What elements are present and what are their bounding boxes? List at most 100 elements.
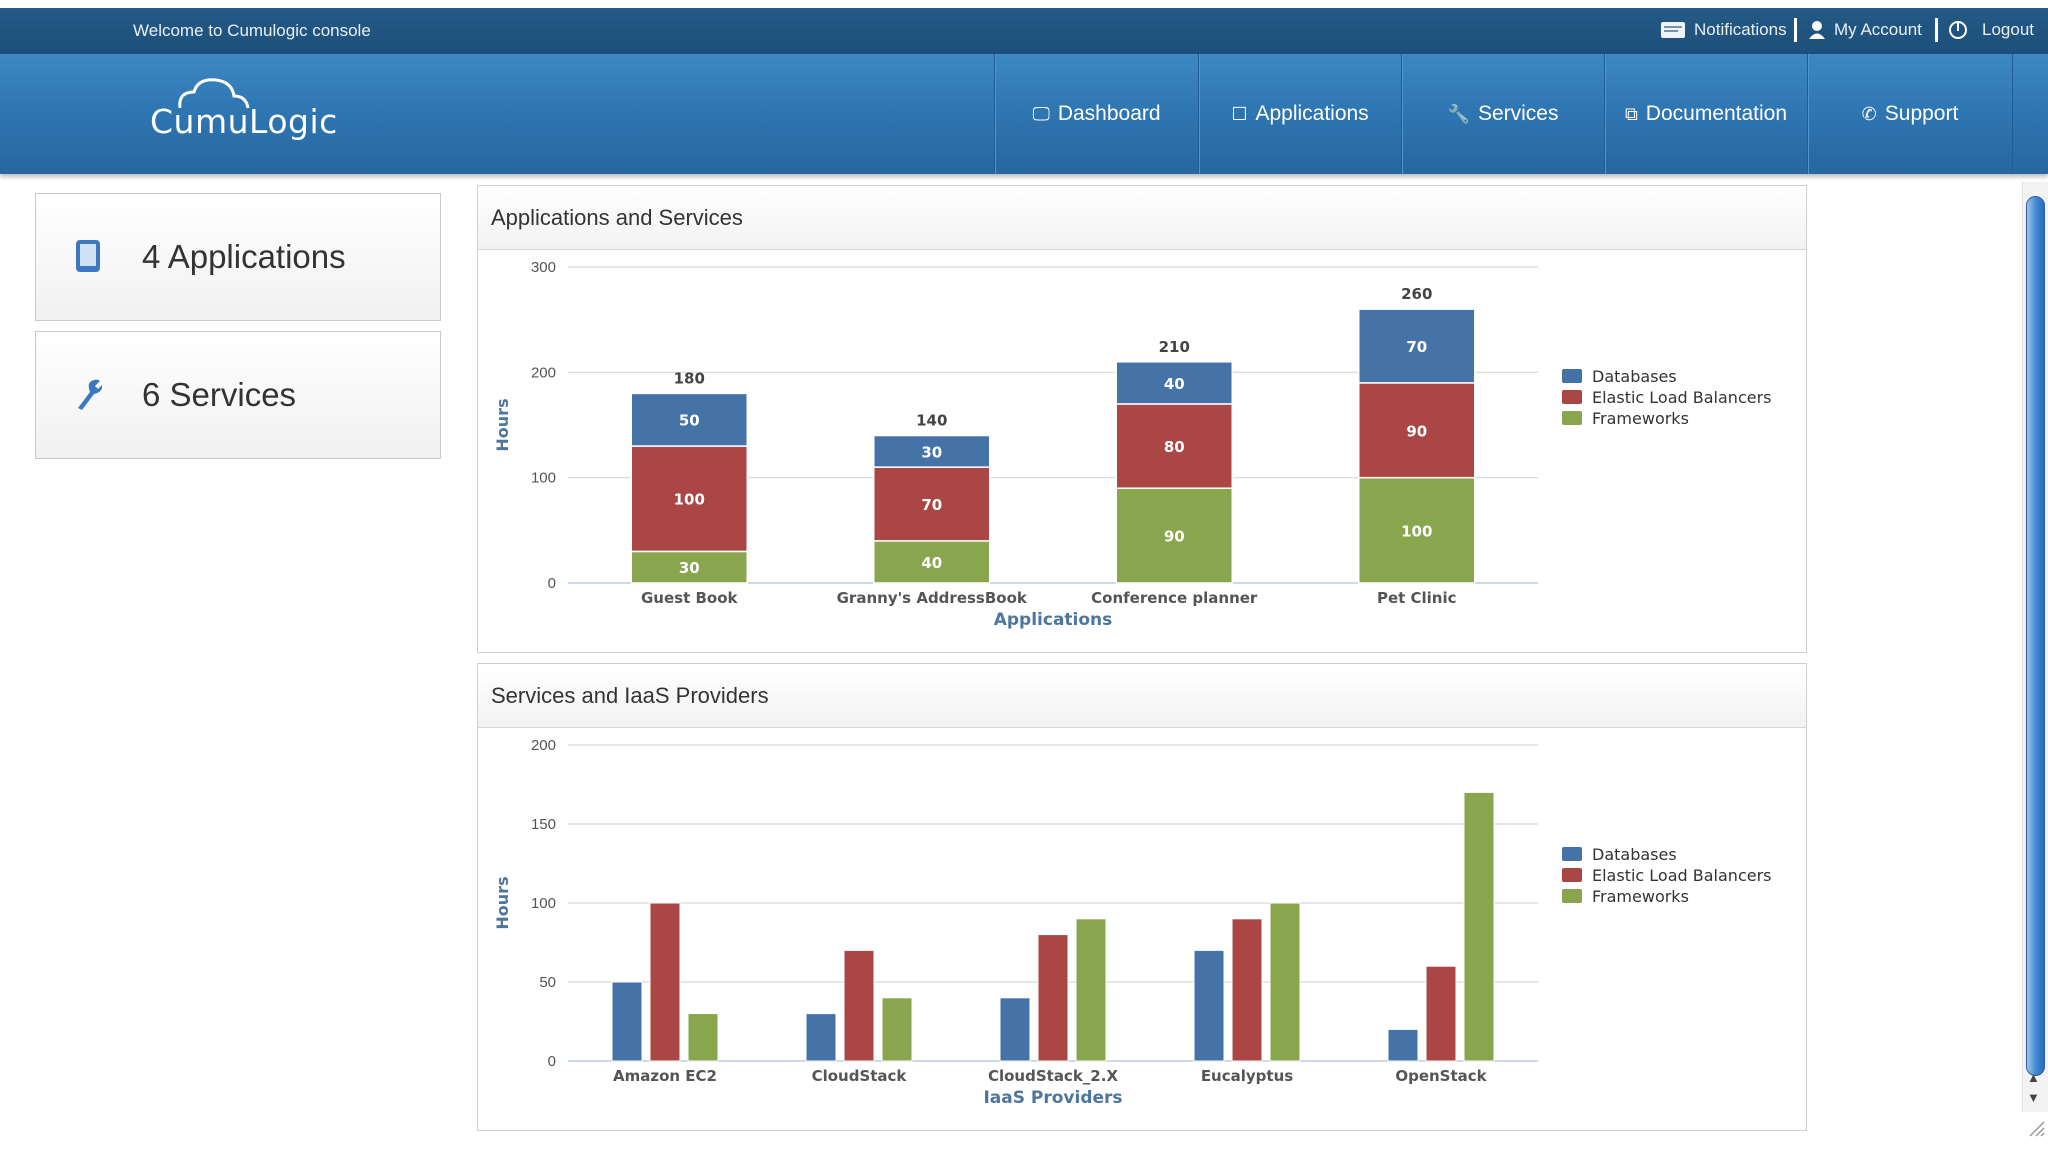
- bar-segment: [873, 466, 991, 542]
- services-summary-card[interactable]: 6 Services: [35, 331, 441, 459]
- welcome-message: Welcome to Cumulogic console: [133, 21, 371, 40]
- tab-documentation[interactable]: ⧉ Documentation: [1604, 54, 1807, 174]
- bar-total-label: 140: [916, 412, 947, 430]
- services-iaas-chart: 0 50 100 150 200 Hours IaaS Providers Databases…: [493, 737, 1772, 1108]
- legend-item: Elastic Load Balancers: [1592, 866, 1772, 885]
- legend-swatch: [1562, 411, 1582, 425]
- documents-icon: ⧉: [1624, 103, 1638, 124]
- bar-value-label: 80: [1164, 438, 1185, 456]
- x-tick-label: Conference planner: [1091, 589, 1258, 607]
- legend-item: Frameworks: [1592, 409, 1689, 428]
- x-tick-label: Granny's AddressBook: [837, 589, 1028, 607]
- bar: [611, 981, 643, 1062]
- bar-segment: [1358, 476, 1476, 584]
- bar-segment: [873, 434, 991, 468]
- tab-documentation-label: Documentation: [1645, 102, 1788, 125]
- tab-dashboard[interactable]: 🖵 Dashboard: [994, 54, 1198, 174]
- tab-dashboard-label: Dashboard: [1057, 102, 1161, 125]
- bar-value-label: 100: [674, 491, 705, 509]
- phone-icon: ✆: [1861, 103, 1877, 124]
- bar: [1425, 965, 1457, 1062]
- scroll-up-arrow-icon[interactable]: ▲: [2027, 1070, 2040, 1085]
- services-count: 6 Services: [142, 376, 297, 413]
- main-navigation: CumuLogic 🖵 Dashboard ☐ Applications 🔧 S…: [0, 54, 2048, 174]
- my-account-label: My Account: [1834, 20, 1922, 39]
- scrollbar-thumb[interactable]: [2026, 196, 2045, 1076]
- notifications-icon: [1661, 22, 1685, 38]
- tab-applications-label: Applications: [1255, 102, 1369, 125]
- logout-label: Logout: [1982, 20, 2034, 39]
- legend-swatch: [1562, 847, 1582, 861]
- x-tick-label: Eucalyptus: [1201, 1067, 1293, 1085]
- account-links: Notifications My Account Logout: [1628, 8, 2048, 54]
- resize-grip-icon[interactable]: [2026, 1118, 2046, 1138]
- y-tick-label: 150: [531, 816, 556, 833]
- x-tick-label: Pet Clinic: [1377, 589, 1457, 607]
- logo-text: CumuLogic: [150, 102, 338, 141]
- bar-value-label: 30: [921, 443, 942, 461]
- bar-segment: [1358, 308, 1476, 384]
- y-tick-label: 100: [531, 895, 556, 912]
- bar-value-label: 90: [1164, 528, 1185, 546]
- bar-total-label: 180: [674, 369, 705, 387]
- applications-services-chart: 0 100 200 300 Hours Applications Databases Elas…: [493, 259, 1772, 630]
- x-tick-label: CloudStack_2.X: [988, 1067, 1118, 1085]
- monitor-icon: 🖵: [1032, 103, 1050, 124]
- x-tick-label: OpenStack: [1395, 1067, 1487, 1085]
- logout-link[interactable]: Logout: [1948, 20, 2034, 40]
- notifications-label: Notifications: [1694, 20, 1787, 39]
- bar: [1269, 902, 1301, 1062]
- legend-swatch: [1562, 868, 1582, 882]
- bar-total-label: 260: [1401, 285, 1432, 303]
- applications-summary-card[interactable]: 4 Applications: [35, 193, 441, 321]
- y-tick-label: 300: [531, 259, 556, 276]
- legend-item: Frameworks: [1592, 887, 1689, 906]
- tab-applications[interactable]: ☐ Applications: [1198, 54, 1401, 174]
- bar-total-label: 210: [1159, 338, 1190, 356]
- bar-value-label: 40: [921, 554, 942, 572]
- power-icon: [1949, 21, 1967, 39]
- bar: [843, 949, 875, 1062]
- bar-value-label: 30: [679, 559, 700, 577]
- cumulogic-logo[interactable]: CumuLogic: [148, 74, 338, 154]
- panel-title: Applications and Services: [478, 186, 1806, 250]
- y-tick-label: 0: [548, 575, 556, 592]
- bar-value-label: 100: [1401, 522, 1432, 540]
- applications-count: 4 Applications: [142, 238, 346, 275]
- bar: [1463, 791, 1495, 1062]
- tab-support-label: Support: [1884, 102, 1959, 125]
- bar: [805, 1013, 837, 1062]
- bar-segment: [1115, 487, 1233, 584]
- x-axis-title: Applications: [994, 610, 1113, 630]
- scroll-down-arrow-icon[interactable]: ▼: [2027, 1090, 2040, 1105]
- tab-support[interactable]: ✆ Support: [1807, 54, 2013, 174]
- bar-segment: [630, 392, 748, 447]
- bar-segment: [1115, 361, 1233, 405]
- y-tick-label: 0: [548, 1053, 556, 1070]
- x-tick-label: Amazon EC2: [613, 1067, 717, 1085]
- x-tick-label: CloudStack: [812, 1067, 908, 1085]
- y-tick-label: 100: [531, 470, 556, 487]
- bar-value-label: 70: [1406, 338, 1427, 356]
- tab-services[interactable]: 🔧 Services: [1401, 54, 1604, 174]
- notifications-link[interactable]: Notifications: [1660, 20, 1787, 40]
- services-iaas-panel: Services and IaaS Providers 0 50 100 150 200…: [477, 663, 1807, 1131]
- x-tick-label: Guest Book: [641, 589, 739, 607]
- legend-swatch: [1562, 390, 1582, 404]
- legend-item: Databases: [1592, 845, 1677, 864]
- bar: [1075, 918, 1107, 1062]
- legend-item: Elastic Load Balancers: [1592, 388, 1772, 407]
- applications-services-panel: Applications and Services 0 100 200 300 Hour…: [477, 185, 1807, 653]
- bar-value-label: 50: [679, 412, 700, 430]
- vertical-scrollbar[interactable]: ▲ ▼: [2022, 182, 2048, 1112]
- bar-segment: [630, 445, 748, 553]
- my-account-link[interactable]: My Account: [1808, 20, 1922, 40]
- bar: [1231, 918, 1263, 1062]
- tab-services-label: Services: [1477, 102, 1559, 125]
- bar: [1193, 949, 1225, 1062]
- x-axis-title: IaaS Providers: [983, 1088, 1122, 1108]
- bar: [1037, 934, 1069, 1062]
- legend-item: Databases: [1592, 367, 1677, 386]
- bar: [649, 902, 681, 1062]
- user-icon: [1809, 21, 1825, 39]
